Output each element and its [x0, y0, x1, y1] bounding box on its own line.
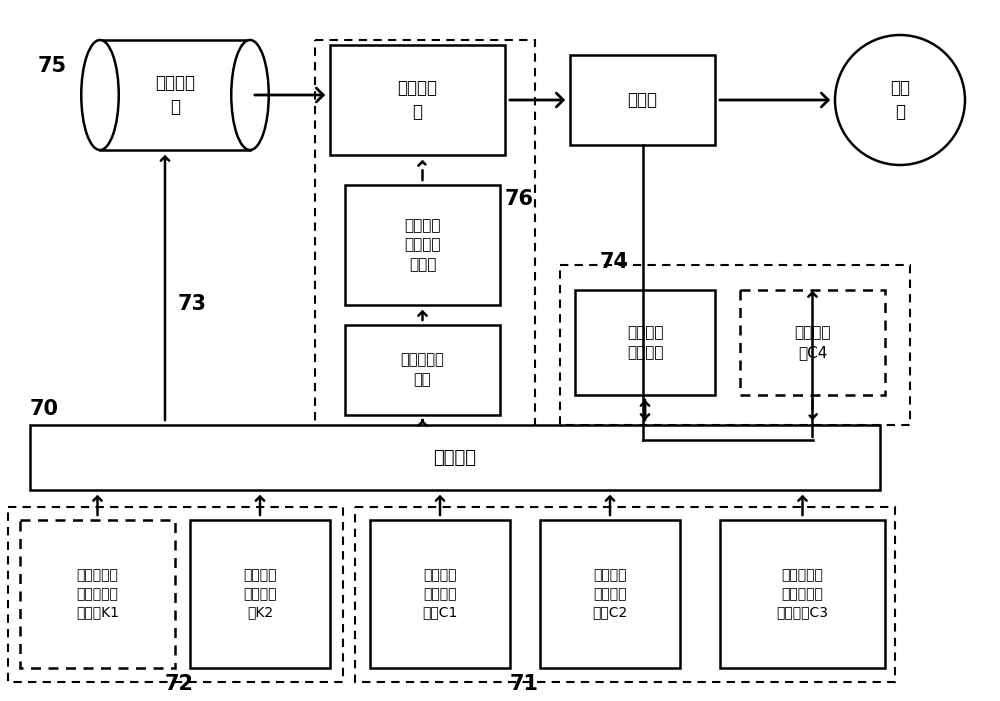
Text: 73: 73 — [178, 294, 207, 314]
Text: 驱动
轮: 驱动 轮 — [890, 79, 910, 121]
Text: 75: 75 — [38, 56, 67, 76]
FancyBboxPatch shape — [575, 290, 715, 395]
FancyBboxPatch shape — [345, 185, 500, 305]
FancyBboxPatch shape — [30, 425, 880, 490]
Text: 制动踏板
的位置传
感器C1: 制动踏板 的位置传 感器C1 — [422, 569, 458, 620]
Text: 档位及故
障显示器: 档位及故 障显示器 — [627, 325, 663, 360]
Ellipse shape — [231, 40, 269, 150]
FancyBboxPatch shape — [560, 265, 910, 425]
Text: 车速传感
器C4: 车速传感 器C4 — [794, 325, 831, 360]
FancyBboxPatch shape — [540, 520, 680, 668]
Text: 双电机模
块: 双电机模 块 — [155, 74, 195, 116]
Text: 71: 71 — [510, 674, 539, 694]
FancyBboxPatch shape — [315, 40, 535, 455]
Text: 驱动桥: 驱动桥 — [628, 91, 658, 109]
Text: 换挡执行
机构（离
合器）: 换挡执行 机构（离 合器） — [404, 218, 441, 272]
FancyBboxPatch shape — [370, 520, 510, 668]
Text: 手动及自动
档挡位的选
择开关K1: 手动及自动 档挡位的选 择开关K1 — [76, 569, 119, 620]
Ellipse shape — [81, 40, 119, 150]
Text: 爬坡时检测
爬坡度的角
度传感器C3: 爬坡时检测 爬坡度的角 度传感器C3 — [776, 569, 828, 620]
Text: 加速踏板
的位置传
感器C2: 加速踏板 的位置传 感器C2 — [592, 569, 628, 620]
FancyBboxPatch shape — [740, 290, 885, 395]
Ellipse shape — [835, 35, 965, 165]
FancyBboxPatch shape — [355, 507, 895, 682]
Text: 74: 74 — [600, 252, 629, 272]
FancyBboxPatch shape — [345, 325, 500, 415]
Text: 70: 70 — [30, 399, 59, 419]
FancyBboxPatch shape — [190, 520, 330, 668]
FancyBboxPatch shape — [330, 45, 505, 155]
FancyBboxPatch shape — [20, 520, 175, 668]
Text: 76: 76 — [505, 189, 534, 209]
Bar — [100, 40, 250, 150]
Text: 72: 72 — [165, 674, 194, 694]
Text: 高速电磁换
向阀: 高速电磁换 向阀 — [401, 353, 444, 388]
Text: 控制单元: 控制单元 — [434, 449, 477, 466]
FancyBboxPatch shape — [720, 520, 885, 668]
Text: 行驶模式
的选择开
关K2: 行驶模式 的选择开 关K2 — [243, 569, 277, 620]
FancyBboxPatch shape — [570, 55, 715, 145]
FancyBboxPatch shape — [8, 507, 343, 682]
Text: 变速箱模
块: 变速箱模 块 — [398, 79, 438, 121]
